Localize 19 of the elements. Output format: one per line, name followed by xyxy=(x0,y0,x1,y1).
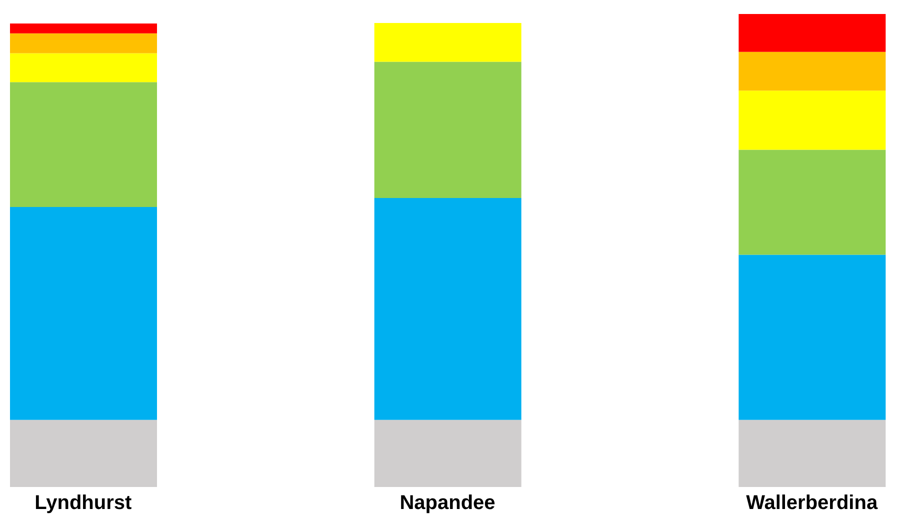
bar xyxy=(10,33,157,54)
bar xyxy=(10,53,157,82)
bar xyxy=(738,420,886,487)
x-tick-label: Napandee xyxy=(400,492,496,514)
bar xyxy=(738,150,886,255)
bar xyxy=(374,420,522,487)
bar xyxy=(10,206,157,420)
x-tick-label: Lyndhurst xyxy=(34,492,132,514)
x-tick-label: Wallerberdina xyxy=(746,492,878,514)
bar xyxy=(738,52,886,91)
bar xyxy=(374,22,522,62)
bar xyxy=(10,420,157,487)
bar xyxy=(738,254,886,420)
bar xyxy=(738,90,886,150)
bar xyxy=(374,62,522,198)
bar xyxy=(10,82,157,207)
bar xyxy=(10,23,157,34)
bar xyxy=(374,198,522,420)
bar xyxy=(738,14,886,52)
